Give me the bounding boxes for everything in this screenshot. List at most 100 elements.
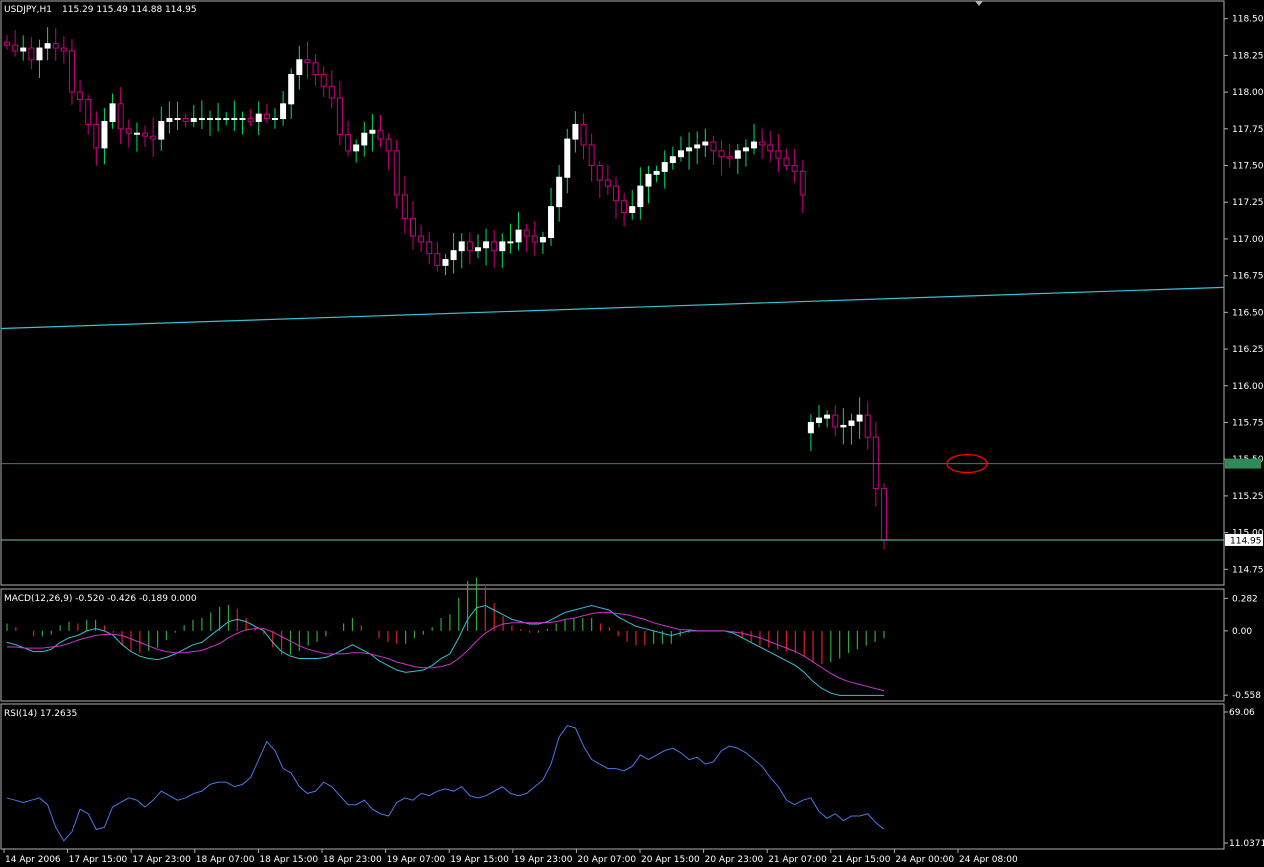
candle-body [702, 141, 709, 146]
candle-body [312, 62, 319, 75]
candle-body [36, 47, 43, 61]
candle-body [645, 173, 652, 187]
time-tick-label: 17 Apr 15:00 [69, 855, 128, 865]
price-tick-label: 116.00 [1232, 382, 1264, 392]
bid-price-marker [1225, 458, 1261, 469]
price-tick-label: 117.25 [1232, 198, 1264, 208]
candle-body [207, 118, 213, 121]
price-panel[interactable] [0, 0, 1225, 586]
candle-body [677, 150, 684, 158]
candle-body [710, 141, 717, 152]
candle-body [93, 123, 100, 149]
candle-body [247, 118, 254, 122]
candle-body [759, 141, 766, 146]
candle-body [85, 98, 92, 125]
candle-body [345, 134, 352, 152]
candle-body [637, 185, 644, 208]
candle-body [653, 170, 660, 175]
candle-body [791, 165, 798, 172]
candle-body [864, 414, 871, 438]
trendline[interactable] [0, 286, 1225, 330]
candle-body [166, 118, 173, 122]
time-tick-label: 19 Apr 15:00 [450, 855, 509, 865]
price-tick-label: 118.25 [1232, 51, 1264, 61]
time-tick-label: 18 Apr 23:00 [323, 855, 382, 865]
candle-body [604, 179, 611, 187]
time-tick-label: 21 Apr 15:00 [832, 855, 891, 865]
candle-body [158, 120, 165, 140]
macd-histogram [6, 577, 885, 665]
candle-body [499, 241, 506, 252]
candle-body [450, 250, 457, 260]
rsi-line [6, 725, 885, 842]
candle-body [466, 241, 473, 252]
macd-label: MACD(12,26,9) -0.520 -0.426 -0.189 0.000 [4, 594, 197, 604]
candle-body [442, 258, 449, 266]
candle-body [109, 103, 116, 122]
current-price-text: 114.95 [1230, 536, 1262, 546]
candle-body [426, 241, 433, 255]
candle-body [832, 414, 839, 428]
candle-body [531, 235, 538, 243]
candle-body [304, 59, 311, 64]
symbol-info: USDJPY,H1 [4, 5, 52, 15]
macd-panel[interactable] [0, 588, 1225, 702]
price-tick-label: 115.25 [1232, 492, 1264, 502]
candle-body [101, 120, 108, 149]
macd-tick-label: -0.558 [1232, 691, 1261, 701]
time-tick-label: 17 Apr 23:00 [132, 855, 191, 865]
ohlc-readout: 115.29 115.49 114.88 114.95 [62, 5, 197, 15]
rsi-tick-label: 11.0371 [1229, 839, 1264, 849]
candle-body [483, 241, 490, 249]
candle-body [328, 85, 335, 99]
candle-body [434, 253, 441, 266]
candle-body [548, 206, 555, 238]
macd-axis: 0.282 0.00 -0.558 [1224, 594, 1261, 701]
candle-body [280, 103, 287, 120]
candle-body [694, 144, 701, 149]
candle-body [556, 176, 563, 208]
candle-body [133, 132, 140, 135]
candle-body [182, 118, 189, 122]
macd-tick-label: 0.282 [1232, 594, 1258, 604]
candle-body [596, 165, 603, 181]
candle-body [198, 118, 205, 121]
candle-body [661, 162, 668, 172]
candle-body [669, 156, 676, 164]
scroll-marker-icon[interactable] [975, 1, 983, 6]
candle-body [377, 129, 384, 140]
candle-body [474, 247, 481, 252]
candle-body [783, 157, 790, 167]
candle-body [418, 235, 425, 243]
rsi-tick-label: 69.06 [1229, 708, 1255, 718]
candle-body [288, 73, 295, 105]
candle-body [734, 150, 741, 159]
candle-body [588, 144, 595, 167]
candle-body [613, 185, 619, 202]
candle-body [117, 103, 124, 130]
candle-body [125, 128, 132, 134]
candle-body [410, 217, 416, 237]
price-tick-label: 117.75 [1232, 125, 1264, 135]
current-price-label: 114.95 [1225, 533, 1263, 546]
candle-body [872, 436, 879, 490]
candle-body [361, 132, 368, 146]
candle-body [150, 135, 157, 140]
candle-body [848, 420, 855, 426]
candle-body [231, 118, 238, 121]
rsi-panel[interactable] [0, 703, 1225, 850]
candle-body [580, 123, 587, 146]
candle-body [271, 118, 278, 121]
rsi-label: RSI(14) 17.2635 [4, 709, 77, 719]
candle-body [174, 118, 181, 121]
time-tick-label: 19 Apr 23:00 [514, 855, 573, 865]
candle-body [767, 144, 774, 152]
candle-body [621, 200, 628, 214]
candle-body [401, 194, 408, 219]
candle-body [491, 241, 498, 252]
candle-body [824, 414, 831, 419]
candle-body [142, 132, 149, 137]
candle-body [515, 229, 522, 243]
candle-body [215, 118, 222, 121]
